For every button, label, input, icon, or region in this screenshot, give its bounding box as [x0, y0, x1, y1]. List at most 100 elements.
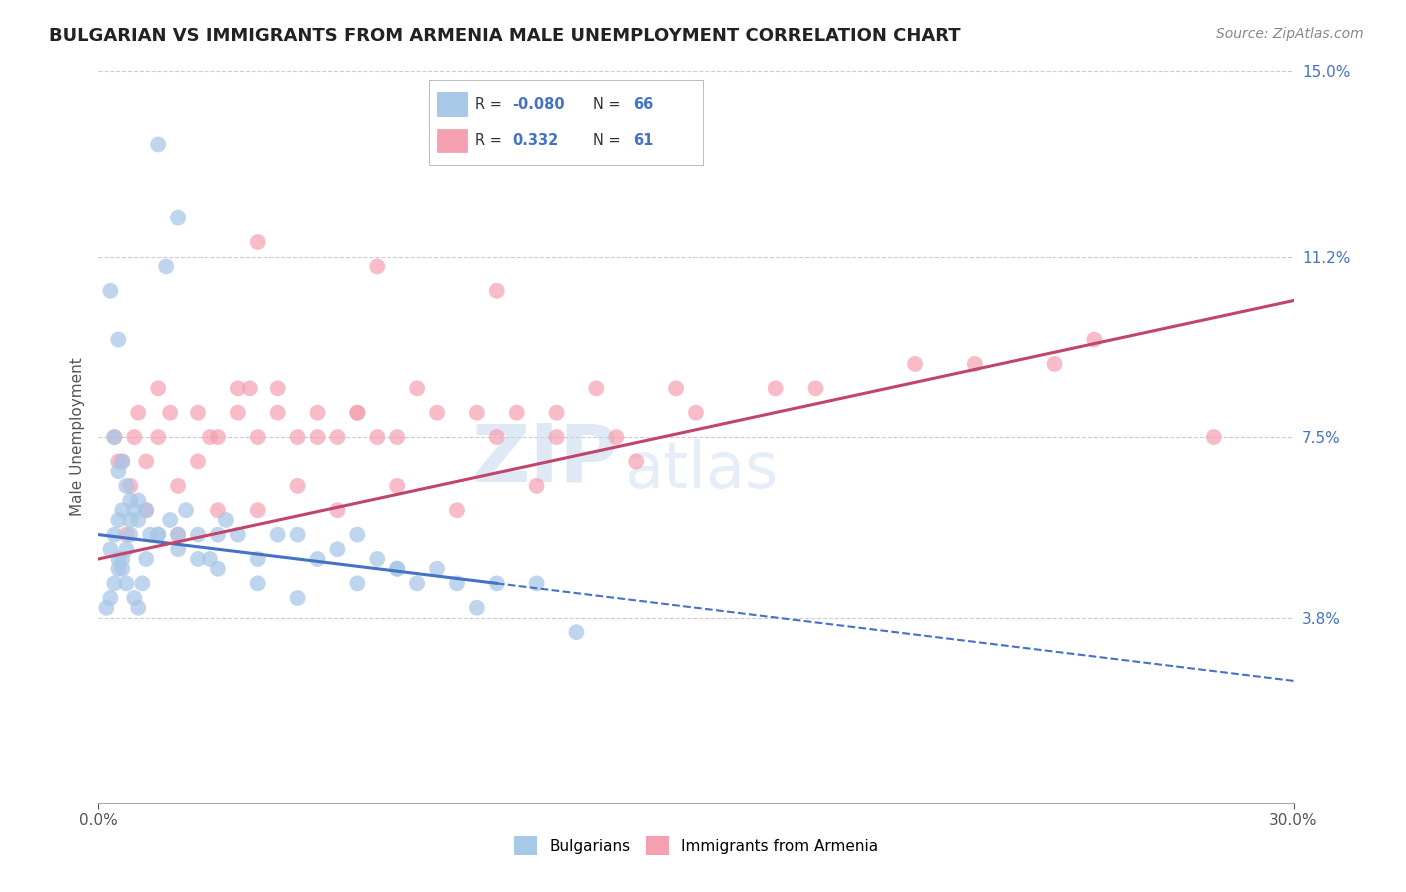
Point	[98, 542, 122, 557]
Point	[107, 552, 129, 566]
Point	[207, 527, 229, 541]
Point	[127, 513, 149, 527]
Point	[366, 260, 388, 274]
Point	[605, 430, 627, 444]
Point	[111, 454, 134, 468]
Point	[120, 479, 142, 493]
Text: -0.080: -0.080	[512, 96, 565, 112]
Point	[207, 430, 229, 444]
Point	[135, 503, 157, 517]
Point	[307, 430, 329, 444]
FancyBboxPatch shape	[437, 128, 467, 153]
Point	[107, 454, 129, 468]
Point	[167, 527, 190, 541]
Point	[804, 381, 827, 395]
Point	[485, 576, 508, 591]
Text: N =: N =	[593, 96, 626, 112]
Point	[963, 357, 986, 371]
Point	[246, 235, 269, 249]
Text: BULGARIAN VS IMMIGRANTS FROM ARMENIA MALE UNEMPLOYMENT CORRELATION CHART: BULGARIAN VS IMMIGRANTS FROM ARMENIA MAL…	[49, 27, 960, 45]
Point	[187, 406, 209, 420]
Point	[465, 406, 488, 420]
Point	[107, 513, 129, 527]
Point	[385, 562, 409, 576]
Point	[127, 406, 149, 420]
Point	[103, 576, 125, 591]
Point	[167, 211, 190, 225]
Point	[135, 503, 157, 517]
Point	[187, 552, 209, 566]
Point	[465, 600, 488, 615]
Point	[103, 527, 125, 541]
Text: 61: 61	[633, 133, 654, 148]
Point	[307, 552, 329, 566]
Point	[103, 430, 125, 444]
Point	[167, 527, 190, 541]
Y-axis label: Male Unemployment: Male Unemployment	[69, 358, 84, 516]
Point	[115, 576, 138, 591]
Point	[546, 406, 568, 420]
Point	[111, 552, 134, 566]
Point	[167, 479, 190, 493]
Point	[239, 381, 262, 395]
Point	[148, 527, 170, 541]
FancyBboxPatch shape	[437, 92, 467, 116]
Point	[565, 625, 588, 640]
Point	[174, 503, 197, 517]
Point	[148, 137, 170, 152]
Point	[226, 406, 249, 420]
Point	[246, 503, 269, 517]
Point	[207, 562, 229, 576]
Point	[103, 430, 125, 444]
Point	[111, 454, 134, 468]
Point	[120, 527, 142, 541]
Point	[1043, 357, 1066, 371]
Point	[159, 406, 181, 420]
Point	[111, 503, 134, 517]
Point	[326, 430, 349, 444]
Point	[98, 591, 122, 605]
Point	[98, 284, 122, 298]
Point	[765, 381, 787, 395]
Point	[685, 406, 707, 420]
Point	[446, 576, 468, 591]
Point	[346, 406, 368, 420]
Point	[366, 552, 388, 566]
Point	[139, 527, 162, 541]
Point	[526, 576, 548, 591]
Point	[187, 527, 209, 541]
Point	[198, 430, 221, 444]
Point	[385, 479, 409, 493]
Point	[485, 284, 508, 298]
Point	[107, 333, 129, 347]
Point	[135, 454, 157, 468]
Point	[346, 406, 368, 420]
Point	[115, 479, 138, 493]
Legend: Bulgarians, Immigrants from Armenia: Bulgarians, Immigrants from Armenia	[508, 830, 884, 861]
Point	[546, 430, 568, 444]
Point	[124, 591, 146, 605]
Point	[107, 562, 129, 576]
Point	[115, 542, 138, 557]
Point	[127, 493, 149, 508]
Point	[148, 430, 170, 444]
Point	[246, 576, 269, 591]
Point	[267, 406, 290, 420]
Point	[287, 430, 309, 444]
Point	[226, 527, 249, 541]
Point	[904, 357, 927, 371]
Point	[406, 576, 429, 591]
Point	[426, 562, 449, 576]
Point	[267, 527, 290, 541]
Point	[287, 591, 309, 605]
Text: R =: R =	[475, 96, 508, 112]
Point	[115, 527, 138, 541]
Point	[159, 513, 181, 527]
Point	[287, 527, 309, 541]
Point	[665, 381, 688, 395]
Point	[506, 406, 529, 420]
Point	[366, 430, 388, 444]
Point	[485, 430, 508, 444]
Text: ZIP: ZIP	[471, 420, 619, 498]
Point	[155, 260, 177, 274]
